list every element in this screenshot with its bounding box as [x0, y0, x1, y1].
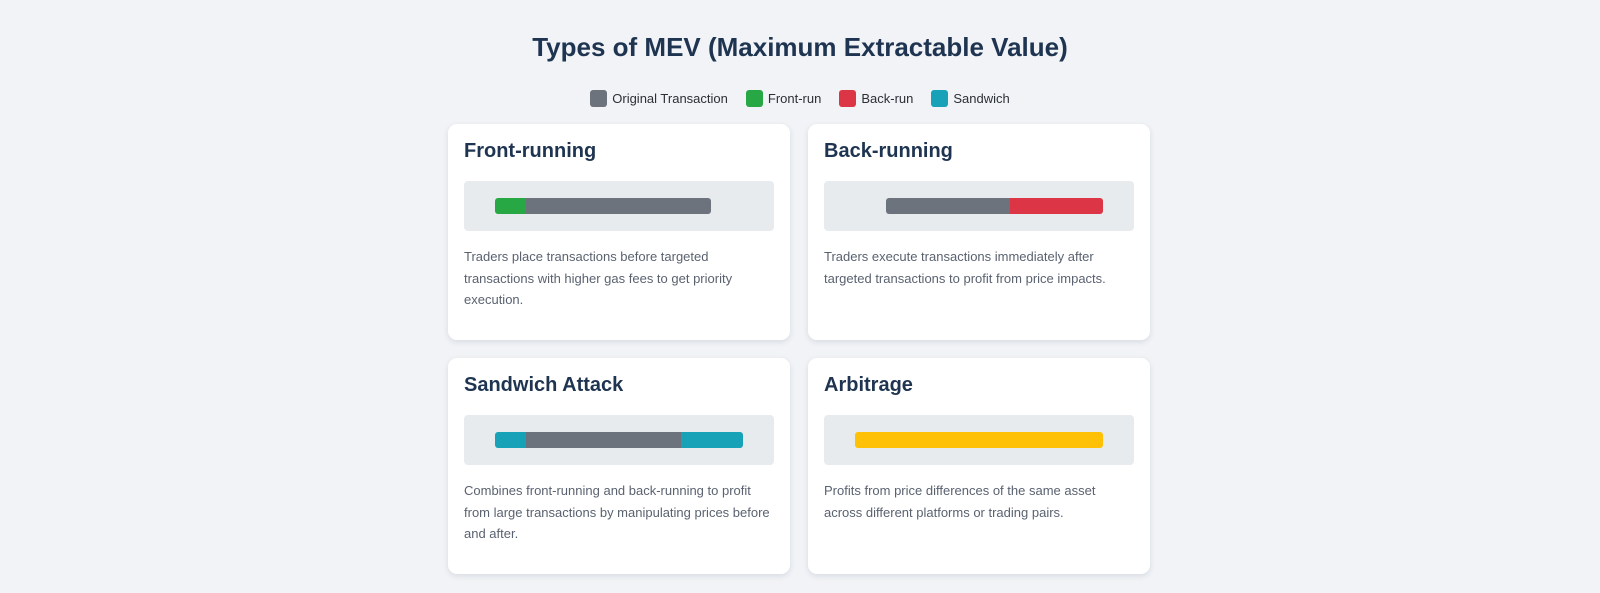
transaction-bar: [495, 198, 711, 214]
transaction-track: [824, 181, 1134, 231]
legend-label-original: Original Transaction: [612, 91, 728, 106]
card-title: Sandwich Attack: [464, 374, 624, 396]
card-back-running: Back-running Traders execute transaction…: [808, 124, 1150, 340]
legend-swatch-sandwich: [931, 90, 949, 107]
card-description: Profits from price differences of the sa…: [824, 483, 1096, 520]
transaction-track: [464, 181, 774, 231]
sandwich-back-segment: [681, 432, 743, 448]
card-title: Front-running: [464, 140, 597, 162]
transaction-track: [824, 415, 1134, 465]
legend-item-back-run: Back-run: [839, 90, 913, 107]
card-title: Arbitrage: [824, 374, 913, 396]
legend-label-back-run: Back-run: [861, 91, 914, 106]
card-description: Traders place transactions before target…: [464, 249, 733, 307]
legend-item-sandwich: Sandwich: [931, 90, 1010, 107]
card-title: Back-running: [824, 140, 953, 162]
sandwich-front-segment: [495, 432, 526, 448]
original-segment: [526, 432, 681, 448]
page-title: Types of MEV (Maximum Extractable Value): [532, 32, 1068, 62]
card-description: Traders execute transactions immediately…: [824, 249, 1106, 286]
transaction-bar: [855, 432, 1103, 448]
arbitrage-segment: [855, 432, 1103, 448]
transaction-bar: [886, 198, 1103, 214]
legend-swatch-front-run: [745, 90, 763, 107]
legend-item-original: Original Transaction: [590, 90, 728, 107]
legend-swatch-original: [590, 90, 608, 107]
front-run-segment: [495, 198, 526, 214]
card-sandwich-attack: Sandwich Attack Combines front-running a…: [448, 358, 790, 574]
card-front-running: Front-running Traders place transactions…: [448, 124, 790, 340]
card-arbitrage: Arbitrage Profits from price differences…: [808, 358, 1150, 574]
original-segment: [886, 198, 1010, 214]
back-run-segment: [1010, 198, 1103, 214]
legend-swatch-back-run: [839, 90, 857, 107]
transaction-bar: [495, 432, 743, 448]
card-description: Combines front-running and back-running …: [464, 483, 770, 541]
original-segment: [526, 198, 711, 214]
legend-label-front-run: Front-run: [767, 91, 822, 106]
legend: Original Transaction Front-run Back-run …: [0, 90, 1600, 107]
transaction-track: [464, 415, 774, 465]
legend-item-front-run: Front-run: [745, 90, 822, 107]
legend-label-sandwich: Sandwich: [953, 91, 1010, 106]
